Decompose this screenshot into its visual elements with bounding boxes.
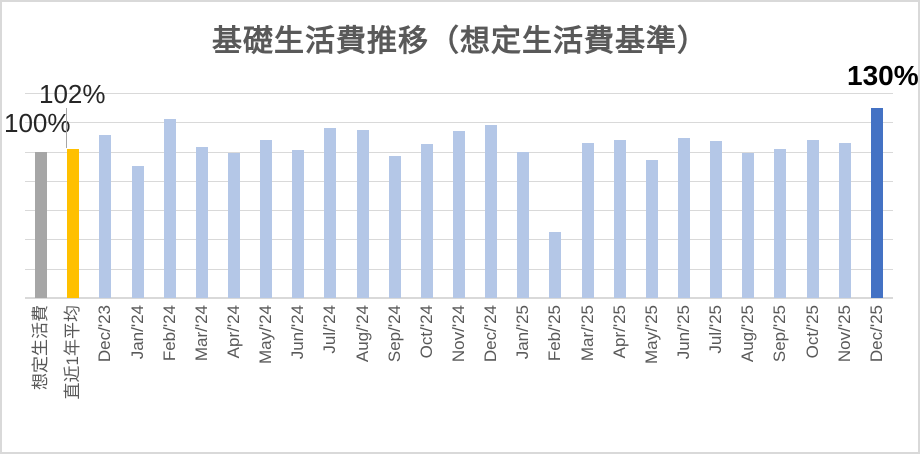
- data-label-highlight-130: 130%: [847, 60, 919, 91]
- bar-jul-24[interactable]: [324, 128, 337, 298]
- x-axis-label-dec-24: Dec/'24: [481, 305, 501, 363]
- bar-apr-24[interactable]: [227, 153, 240, 298]
- bar-mar-24[interactable]: [195, 147, 208, 298]
- gridline-140: [25, 93, 893, 94]
- bar-nov-25[interactable]: [838, 142, 851, 298]
- x-axis-label-feb-24: Feb/'24: [159, 305, 179, 362]
- bar-apr-25[interactable]: [613, 139, 626, 298]
- x-axis-label-直近1年平均: 直近1年平均: [63, 305, 83, 400]
- x-axis-label-nov-24: Nov/'24: [449, 305, 468, 363]
- x-axis-label-想定生活費: 想定生活費: [31, 305, 51, 390]
- bar-jul-25[interactable]: [710, 141, 723, 298]
- bar-nov-24[interactable]: [453, 131, 465, 298]
- bar-dec-24[interactable]: [485, 125, 498, 298]
- x-axis-label-may-24: May/'24: [256, 305, 276, 364]
- bar-jun-24[interactable]: [292, 150, 305, 298]
- bar-may-24[interactable]: [260, 139, 273, 298]
- x-axis-label-dec-23: Dec/'23: [95, 305, 115, 363]
- x-axis-label-mar-25: Mar/'25: [577, 305, 597, 362]
- bar-oct-25[interactable]: [806, 139, 819, 298]
- bar-mar-25[interactable]: [581, 142, 594, 298]
- x-axis-label-jun-25: Jun/'25: [674, 305, 694, 360]
- bar-直近1年平均[interactable]: [67, 148, 80, 298]
- x-axis-label-may-25: May/'25: [641, 305, 661, 364]
- bar-sep-24[interactable]: [388, 155, 401, 298]
- x-axis-line: [25, 297, 893, 299]
- x-axis-label-nov-25: Nov/'25: [834, 305, 854, 363]
- x-axis-label-apr-25: Apr/'25: [609, 305, 629, 359]
- x-axis-label-jul-24: Jul/'24: [320, 305, 340, 354]
- x-axis-label-jul-25: Jul/'25: [706, 305, 726, 354]
- x-axis-label-mar-24: Mar/'24: [191, 305, 211, 362]
- chart-title: 基礎生活費推移（想定生活費基準）: [212, 25, 708, 58]
- bar-jun-25[interactable]: [678, 138, 691, 298]
- plot-area: [25, 93, 893, 299]
- x-axis-label-jun-24: Jun/'24: [288, 305, 308, 360]
- bar-jan-24[interactable]: [131, 166, 144, 298]
- x-axis-label-oct-25: Oct/'25: [802, 305, 822, 359]
- x-axis-label-aug-24: Aug/'24: [352, 305, 372, 363]
- x-axis-label-dec-25: Dec/'25: [866, 305, 886, 363]
- bar-oct-24[interactable]: [420, 144, 433, 298]
- bar-feb-24[interactable]: [163, 119, 176, 298]
- data-label-average-102: 102%: [39, 79, 106, 109]
- bar-sep-25[interactable]: [774, 148, 787, 298]
- x-axis-label-sep-24: Sep/'24: [384, 305, 404, 363]
- x-axis-label-jan-24: Jan/'24: [127, 305, 147, 360]
- data-label-reference-100: 100%: [4, 108, 71, 138]
- x-axis-label-apr-24: Apr/'24: [223, 305, 243, 359]
- x-axis-label-jan-25: Jan/'25: [513, 305, 533, 360]
- bar-aug-24[interactable]: [356, 129, 369, 298]
- leader-line: [66, 108, 68, 148]
- x-axis-label-aug-25: Aug/'25: [738, 305, 758, 363]
- bar-aug-25[interactable]: [742, 153, 755, 298]
- bar-dec-25[interactable]: [870, 107, 883, 298]
- gridline-120: [25, 122, 893, 124]
- x-axis-label-oct-24: Oct/'24: [416, 305, 436, 359]
- bar-想定生活費[interactable]: [35, 151, 48, 298]
- bar-may-25[interactable]: [645, 160, 658, 298]
- x-axis-label-sep-25: Sep/'25: [770, 305, 790, 363]
- bar-feb-25[interactable]: [549, 232, 562, 298]
- bar-dec-23[interactable]: [99, 135, 112, 298]
- bar-jan-25[interactable]: [517, 151, 530, 298]
- x-axis-label-feb-25: Feb/'25: [545, 305, 565, 362]
